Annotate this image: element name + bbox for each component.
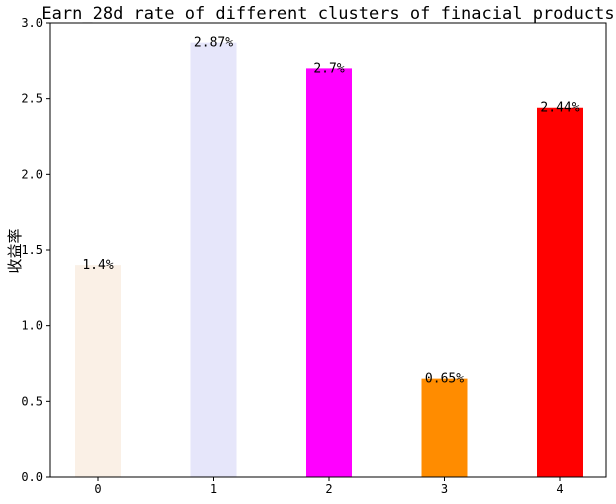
- y-tick-label: 3.0: [21, 16, 43, 30]
- y-tick-label: 2.5: [21, 92, 43, 106]
- plot-area: 1.4% 2.87% 2.7% 0.65% 2.44% 0.0 0.5 1.0 1.5 2.0 2.…: [21, 16, 607, 496]
- data-label-3: 0.65%: [425, 372, 464, 387]
- bar-4: [537, 107, 583, 477]
- bar-2: [306, 68, 352, 478]
- data-label-4: 2.44%: [540, 101, 579, 116]
- bar-3: [421, 378, 468, 477]
- y-tick-label: 1.5: [21, 243, 43, 257]
- y-tick-label: 0.5: [21, 394, 43, 408]
- data-label-1: 2.87%: [194, 36, 233, 51]
- x-tick-label: 1: [210, 482, 217, 496]
- chart-title: Earn_28d rate of different clusters of f…: [41, 4, 614, 24]
- y-axis-label: 收益率: [6, 228, 24, 273]
- bar-1: [190, 42, 237, 477]
- x-tick-label: 2: [325, 482, 332, 496]
- bar-0: [75, 265, 121, 477]
- y-tick-label: 2.0: [21, 167, 43, 181]
- y-tick-label: 0.0: [21, 470, 43, 484]
- x-tick-label: 0: [94, 482, 101, 496]
- y-tick-label: 1.0: [21, 319, 43, 333]
- x-tick-label: 3: [441, 482, 448, 496]
- data-label-2: 2.7%: [313, 61, 344, 76]
- x-tick-label: 4: [556, 482, 563, 496]
- data-label-0: 1.4%: [82, 258, 113, 273]
